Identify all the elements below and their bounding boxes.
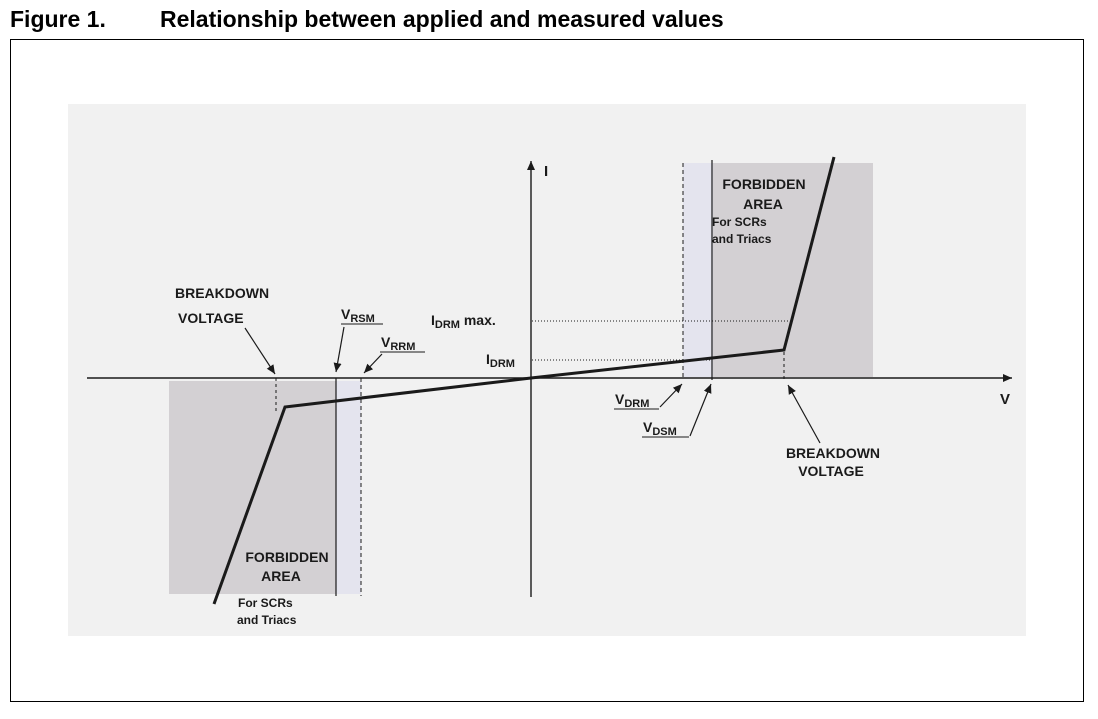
v-rsm-label: VRSM bbox=[341, 306, 375, 325]
forbidden-area-bottom-title: FORBIDDEN bbox=[245, 549, 328, 565]
forbidden-area-top-title: FORBIDDEN bbox=[722, 176, 805, 192]
v-dsm-arrow bbox=[689, 383, 712, 437]
x-axis-label: V bbox=[1000, 391, 1010, 408]
i-drm-label: IDRM bbox=[486, 351, 515, 370]
figure-title: Relationship between applied and measure… bbox=[160, 6, 724, 32]
breakdown-left-arrow bbox=[244, 327, 276, 375]
figure-number: Figure 1. bbox=[10, 6, 106, 32]
i-drm-max-label: IDRM max. bbox=[431, 312, 496, 331]
iv-characteristic-curve bbox=[212, 156, 836, 605]
forbidden-area-bottom-left bbox=[169, 381, 361, 594]
forbidden-area-top-note2: and Triacs bbox=[712, 232, 772, 246]
y-axis-label: I bbox=[544, 163, 548, 180]
forbidden-area-bottom-note1: For SCRs bbox=[238, 596, 293, 610]
v-dsm-label: VDSM bbox=[643, 419, 677, 438]
v-rrm-label: VRRM bbox=[381, 334, 415, 353]
breakdown-voltage-right-line1: BREAKDOWN bbox=[786, 445, 880, 461]
forbidden-area-top-area: AREA bbox=[743, 196, 783, 212]
guard-band-top-right bbox=[683, 163, 713, 377]
forbidden-area-bottom-note2: and Triacs bbox=[237, 613, 297, 627]
breakdown-right-arrow bbox=[787, 384, 821, 444]
breakdown-voltage-left-line2: VOLTAGE bbox=[178, 310, 244, 326]
v-drm-label: VDRM bbox=[615, 391, 649, 410]
forbidden-area-top-note1: For SCRs bbox=[712, 215, 767, 229]
v-rrm-arrow bbox=[363, 353, 383, 374]
forbidden-area-top-right bbox=[683, 163, 873, 377]
breakdown-voltage-left-line1: BREAKDOWN bbox=[175, 285, 269, 301]
v-drm-arrow bbox=[659, 383, 683, 408]
forbidden-area-bottom-area: AREA bbox=[261, 568, 301, 584]
v-rsm-arrow bbox=[333, 326, 345, 373]
guard-band-bottom-left bbox=[336, 381, 361, 594]
breakdown-voltage-right-line2: VOLTAGE bbox=[798, 463, 864, 479]
